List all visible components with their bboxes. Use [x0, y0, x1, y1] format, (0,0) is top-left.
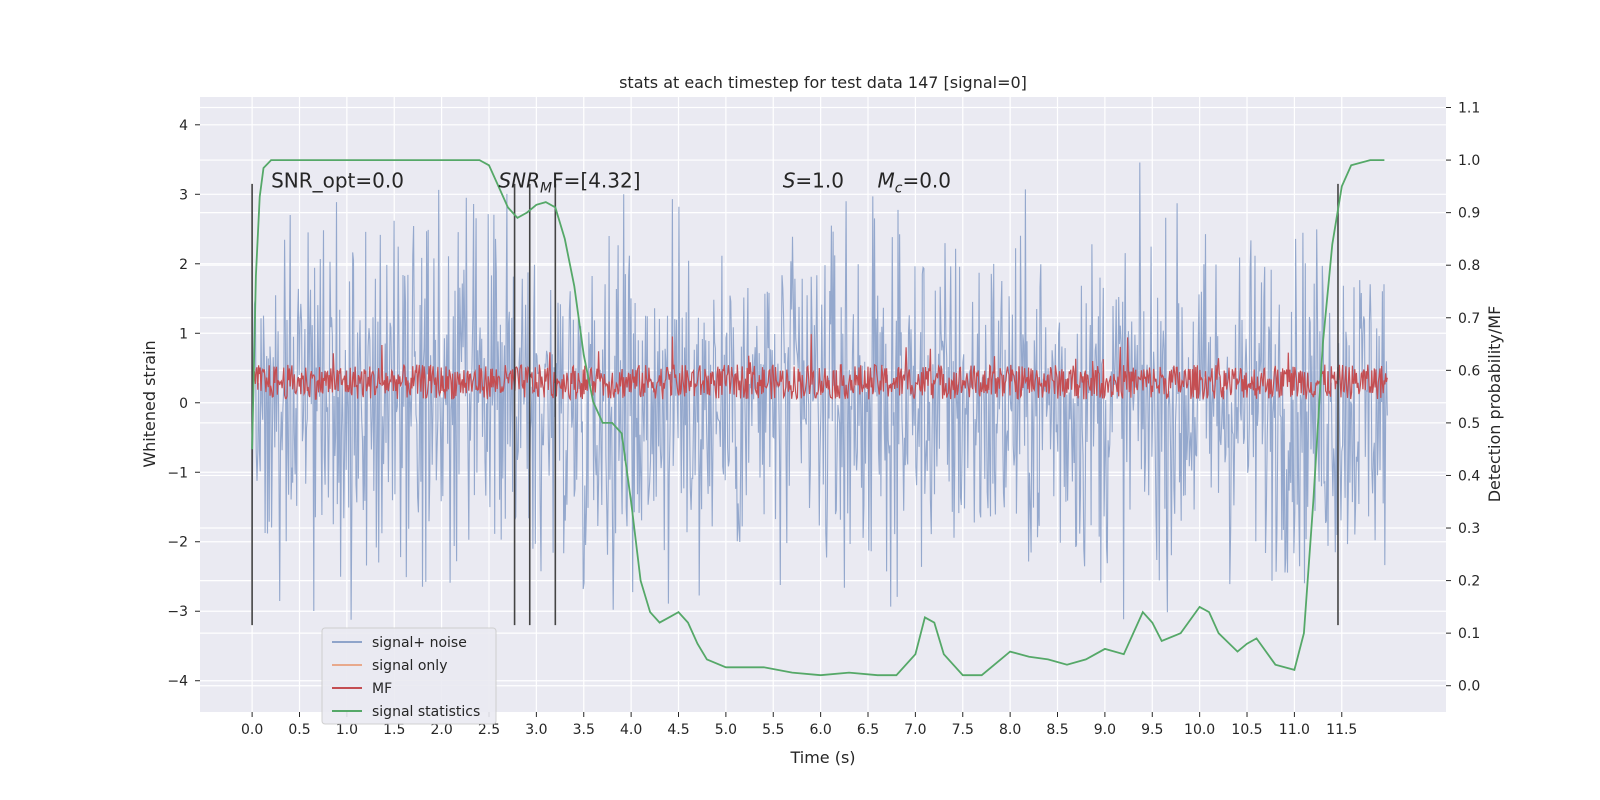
x-tick-label: 7.0: [904, 722, 926, 738]
signal-statistics-line: [251, 159, 1385, 677]
vertical-lines: [251, 183, 1339, 626]
mf-series: [251, 334, 1388, 401]
x-tick-label: 3.0: [525, 722, 547, 738]
y2-tick-label: 1.0: [1458, 153, 1480, 169]
y-tick-label: −1: [167, 465, 188, 481]
y-tick-label: 2: [179, 257, 188, 273]
legend-label: signal+ noise: [372, 635, 467, 651]
x-tick-label: 0.5: [288, 722, 310, 738]
x-tick-label: 3.5: [573, 722, 595, 738]
x-tick-label: 9.0: [1094, 722, 1116, 738]
x-tick-label: 11.0: [1279, 722, 1310, 738]
x-tick-label: 2.5: [478, 722, 500, 738]
legend-label: MF: [372, 681, 392, 697]
x-tick-label: 10.0: [1184, 722, 1215, 738]
y2-tick-label: 0.4: [1458, 468, 1480, 484]
x-ticks: 0.0 0.5 1.0 1.5 2.0 2.5 3.0 3.5 4.0 4.5 5.0 5.5 6.0 6…: [241, 712, 1357, 738]
noise-series: [251, 162, 1388, 620]
y2-tick-label: 0.8: [1458, 258, 1480, 274]
signal-statistics-series: [251, 159, 1385, 677]
x-tick-label: 1.0: [336, 722, 358, 738]
y2-tick-label: 0.5: [1458, 416, 1480, 432]
x-tick-label: 6.0: [809, 722, 831, 738]
y2-tick-label: 0.9: [1458, 206, 1480, 222]
annotations: SNR_opt=0.0 SNRMF=[4.32] S=1.0 Mc=0.0: [271, 168, 951, 196]
y-axis-label: Whitened strain: [140, 340, 159, 467]
x-tick-label: 8.0: [999, 722, 1021, 738]
x-tick-label: 6.5: [857, 722, 879, 738]
x-tick-label: 10.5: [1231, 722, 1262, 738]
y2-tick-label: 1.1: [1458, 101, 1480, 117]
x-tick-label: 8.5: [1046, 722, 1068, 738]
x-tick-label: 5.5: [762, 722, 784, 738]
y2-tick-label: 0.1: [1458, 626, 1480, 642]
chart-title: stats at each timestep for test data 147…: [619, 73, 1027, 92]
x-tick-label: 4.5: [667, 722, 689, 738]
y-ticks: 4 3 2 1 0 −1 −2 −3 −4: [167, 118, 200, 690]
x-tick-label: 11.5: [1326, 722, 1357, 738]
x-tick-label: 0.0: [241, 722, 263, 738]
x-tick-label: 1.5: [383, 722, 405, 738]
x-tick-label: 7.5: [952, 722, 974, 738]
y-tick-label: 4: [179, 118, 188, 134]
y2-tick-label: 0.7: [1458, 311, 1480, 327]
y-tick-label: 3: [179, 187, 188, 203]
y-tick-label: −2: [167, 535, 188, 551]
x-tick-label: 4.0: [620, 722, 642, 738]
x-tick-label: 5.0: [715, 722, 737, 738]
legend-label: signal only: [372, 658, 447, 674]
x-tick-label: 9.5: [1141, 722, 1163, 738]
y2-axis-label: Detection probability/MF: [1485, 306, 1504, 503]
y2-tick-label: 0.6: [1458, 363, 1480, 379]
y-tick-label: −3: [167, 604, 188, 620]
y-tick-label: 1: [179, 326, 188, 342]
noise-line: [251, 162, 1388, 620]
y2-tick-label: 0.3: [1458, 521, 1480, 537]
legend: signal+ noise signal only MF signal statist…: [321, 627, 497, 725]
x-tick-label: 2.0: [430, 722, 452, 738]
annotation-text: SNR_opt=0.0: [271, 168, 404, 192]
y2-tick-label: 0.2: [1458, 574, 1480, 590]
annotation-text: SNRMF=[4.32]: [498, 168, 640, 196]
legend-label: signal statistics: [372, 704, 480, 720]
annotation-text: Mc=0.0: [877, 168, 951, 196]
y-tick-label: −4: [167, 674, 188, 690]
annotation-text: S=1.0: [783, 168, 844, 192]
y2-ticks: 1.1 1.0 0.9 0.8 0.7 0.6 0.5 0.4 0.3 0.2 0.1 0.0: [1446, 101, 1480, 695]
y-tick-label: 0: [179, 396, 188, 412]
legend-box: [321, 627, 497, 725]
mf-line: [251, 334, 1388, 401]
y2-tick-label: 0.0: [1458, 679, 1480, 695]
x-axis-label: Time (s): [789, 748, 855, 767]
